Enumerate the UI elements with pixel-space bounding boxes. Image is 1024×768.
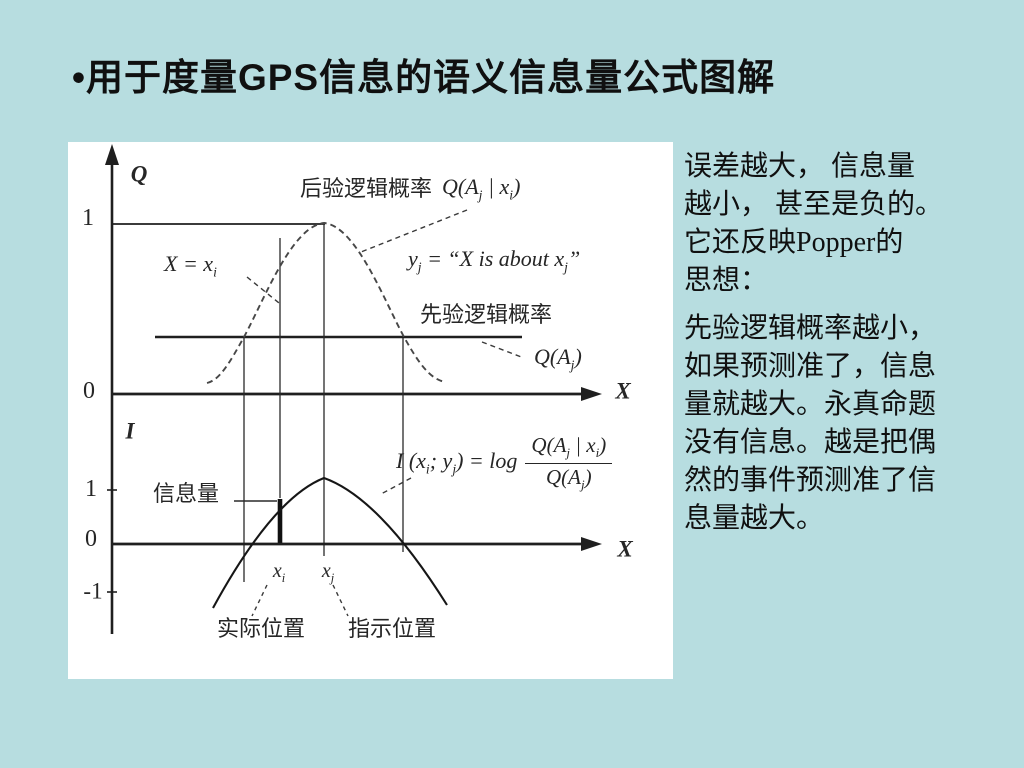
information-formula: I (xi; yj) = log Q(Aj | xi) Q(Aj) xyxy=(396,433,613,492)
q-axis-label: Q xyxy=(130,161,148,187)
actual-position-label: 实际位置 xyxy=(216,615,306,641)
bottom-tick-0: 0 xyxy=(85,525,97,552)
notes-text-block: 误差越大， 信息量 越小， 甚至是负的。 它还反映Popper的 思想： 先验逻辑概率… xyxy=(684,148,1020,548)
posterior-curve xyxy=(206,222,447,384)
information-curve xyxy=(212,476,448,609)
notes-paragraph-1: 误差越大， 信息量 越小， 甚至是负的。 它还反映Popper的 思想： xyxy=(684,151,944,296)
top-tick-0: 0 xyxy=(83,377,95,404)
prior-pointer xyxy=(481,341,525,359)
information-formula-lhs: I (xi; yj) = log xyxy=(396,448,518,477)
formula-denominator: Q(Aj) xyxy=(546,464,592,492)
information-amount-label: 信息量 xyxy=(153,481,220,506)
posterior-pointer xyxy=(360,209,468,253)
x-equals-pointer xyxy=(246,276,280,304)
bottom-x-axis-label: X xyxy=(617,536,633,562)
information-formula-fraction: Q(Aj | xi) Q(Aj) xyxy=(525,433,613,492)
posterior-label-text: 后验逻辑概率 xyxy=(300,175,433,201)
yj-definition-label: yj = “X is about xj” xyxy=(408,246,581,275)
xj-tick-label: xj xyxy=(321,560,335,586)
indicated-position-label: 指示位置 xyxy=(347,615,437,641)
indicated-position-pointer xyxy=(332,584,349,617)
prior-formula-label: Q(Aj) xyxy=(534,344,582,373)
prior-probability-label: 先验逻辑概率 xyxy=(420,302,553,327)
notes-paragraph-2: 先验逻辑概率越小， 如果预测准了，信息 量就越大。永真命题 没有信息。越是把偶 然的事件… xyxy=(684,313,937,534)
bottom-x-axis-arrow-icon xyxy=(581,537,602,551)
actual-position-pointer xyxy=(251,584,268,617)
posterior-formula: Q(Aj | xi) xyxy=(442,174,521,203)
diagram-canvas xyxy=(105,144,602,634)
top-x-axis-label: X xyxy=(615,378,631,404)
posterior-probability-label: 后验逻辑概率 Q(Aj | xi) xyxy=(300,174,521,203)
top-tick-1: 1 xyxy=(82,204,94,231)
xi-tick-label: xi xyxy=(272,560,286,586)
formula-numerator: Q(Aj | xi) xyxy=(525,433,613,464)
bottom-tick-1: 1 xyxy=(85,475,97,502)
y-axis-arrow-icon xyxy=(105,144,119,165)
x-equals-xi-label: X = xi xyxy=(164,251,217,280)
page-title: •用于度量GPS信息的语义信息量公式图解 xyxy=(72,57,776,98)
formula-pointer xyxy=(380,477,412,495)
i-axis-label: I xyxy=(125,418,135,444)
top-x-axis-arrow-icon xyxy=(581,387,602,401)
bottom-tick-minus-1: -1 xyxy=(83,578,103,604)
diagram-panel: Q 1 0 X 后验逻辑概率 Q(Aj | xi) X = xi yj = “X… xyxy=(68,142,673,679)
